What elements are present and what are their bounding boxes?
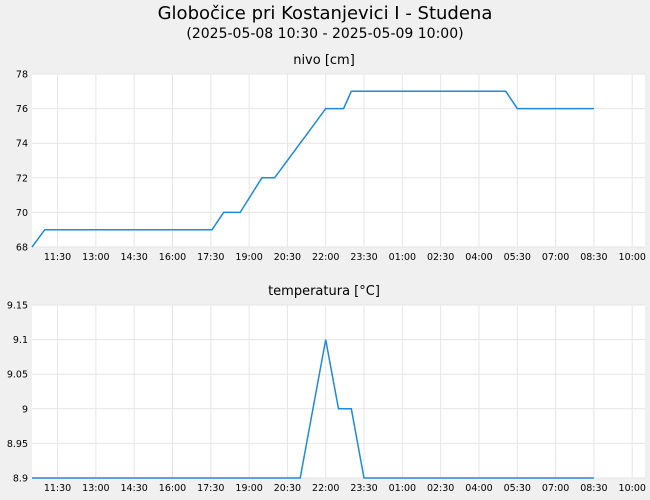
temperatura-x-tick-label: 17:30 <box>197 483 224 494</box>
nivo-x-tick-label: 13:00 <box>82 252 109 263</box>
temperatura-x-tick-label: 10:00 <box>619 483 646 494</box>
nivo-x-tick-label: 23:30 <box>350 252 377 263</box>
temperatura-x-tick-label: 23:30 <box>350 483 377 494</box>
temperatura-x-tick-label: 02:30 <box>427 483 454 494</box>
nivo-chart-title: nivo [cm] <box>293 53 355 68</box>
nivo-y-tick-label: 76 <box>16 104 28 115</box>
page-subtitle: (2025-05-08 10:30 - 2025-05-09 10:00) <box>186 26 464 42</box>
temperatura-x-tick-label: 08:30 <box>580 483 607 494</box>
temperatura-x-tick-label: 13:00 <box>82 483 109 494</box>
nivo-x-tick-label: 10:00 <box>619 252 646 263</box>
nivo-plot-area <box>32 74 645 247</box>
nivo-x-tick-label: 22:00 <box>312 252 339 263</box>
temperatura-x-tick-label: 05:30 <box>504 483 531 494</box>
nivo-y-tick-label: 68 <box>16 243 28 254</box>
temperatura-y-tick-label: 8.95 <box>7 439 28 450</box>
nivo-x-tick-label: 01:00 <box>389 252 416 263</box>
temperatura-x-tick-label: 20:30 <box>274 483 301 494</box>
temperatura-x-tick-label: 11:30 <box>44 483 71 494</box>
nivo-chart: nivo [cm] 68 70 72 74 76 78 11:30 13:00 14:30 16:… <box>16 53 646 263</box>
temperatura-chart: temperatura [°C] 8.9 8.95 9 9.05 9.1 9.15 11:3… <box>7 284 646 494</box>
temperatura-x-tick-label: 14:30 <box>120 483 147 494</box>
nivo-y-tick-label: 74 <box>16 139 28 150</box>
temperatura-y-tick-label: 9.05 <box>7 370 28 381</box>
temperatura-x-tick-label: 07:00 <box>542 483 569 494</box>
temperatura-series-line <box>32 339 594 479</box>
nivo-x-tick-label: 07:00 <box>542 252 569 263</box>
nivo-x-tick-label: 14:30 <box>120 252 147 263</box>
nivo-y-tick-label: 70 <box>16 208 28 219</box>
nivo-series-line <box>31 90 594 248</box>
nivo-x-tick-label: 19:00 <box>235 252 262 263</box>
temperatura-x-tick-label: 04:00 <box>465 483 492 494</box>
nivo-x-tick-label: 17:30 <box>197 252 224 263</box>
temperatura-x-tick-label: 16:00 <box>159 483 186 494</box>
temperatura-chart-title: temperatura [°C] <box>268 284 380 299</box>
temperatura-plot-area <box>32 305 645 478</box>
nivo-x-tick-label: 02:30 <box>427 252 454 263</box>
temperatura-y-tick-label: 8.9 <box>13 474 28 485</box>
temperatura-x-tick-label: 01:00 <box>389 483 416 494</box>
nivo-y-tick-label: 72 <box>16 173 28 184</box>
nivo-x-tick-label: 05:30 <box>504 252 531 263</box>
temperatura-y-tick-label: 9.15 <box>7 301 28 312</box>
nivo-x-tick-label: 04:00 <box>465 252 492 263</box>
temperatura-y-tick-label: 9 <box>22 404 28 415</box>
temperatura-x-tick-label: 22:00 <box>312 483 339 494</box>
nivo-x-tick-label: 08:30 <box>580 252 607 263</box>
temperatura-y-tick-label: 9.1 <box>13 335 28 346</box>
nivo-x-tick-label: 11:30 <box>44 252 71 263</box>
nivo-x-tick-label: 20:30 <box>274 252 301 263</box>
nivo-x-tick-label: 16:00 <box>159 252 186 263</box>
page-title: Globočice pri Kostanjevici I - Studena <box>157 3 493 24</box>
temperatura-x-tick-label: 19:00 <box>235 483 262 494</box>
nivo-y-tick-label: 78 <box>16 70 28 81</box>
